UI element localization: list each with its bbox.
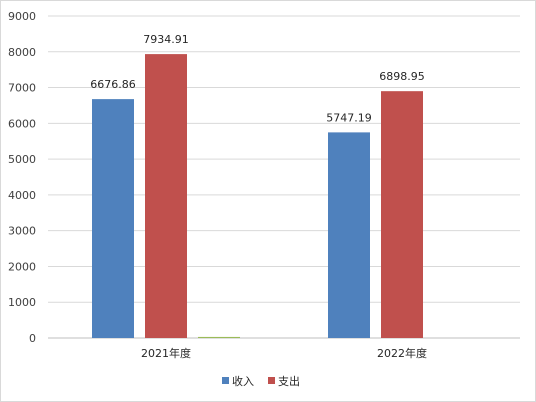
legend-swatch <box>222 377 229 384</box>
x-axis: 2021年度 2022年度 <box>141 346 427 360</box>
y-tick-label: 2000 <box>8 260 36 273</box>
data-label: 7934.91 <box>143 33 189 46</box>
bars <box>92 54 423 338</box>
y-tick-label: 7000 <box>8 82 36 95</box>
y-tick-label: 6000 <box>8 117 36 130</box>
y-tick-label: 4000 <box>8 189 36 202</box>
bar <box>198 336 240 338</box>
bar <box>92 99 134 338</box>
bar <box>145 54 187 338</box>
bar <box>328 132 370 338</box>
legend-label: 支出 <box>278 374 300 388</box>
y-tick-label: 3000 <box>8 225 36 238</box>
x-tick-label: 2022年度 <box>377 346 427 360</box>
legend-label: 收入 <box>232 374 254 388</box>
data-labels: 6676.86 7934.91 5747.19 6898.95 <box>90 33 425 124</box>
data-label: 6676.86 <box>90 78 136 91</box>
y-tick-label: 5000 <box>8 153 36 166</box>
y-tick-label: 1000 <box>8 296 36 309</box>
bar <box>381 91 423 338</box>
y-tick-label: 0 <box>29 332 36 345</box>
y-tick-label: 9000 <box>8 10 36 23</box>
legend: 收入 支出 <box>222 374 300 388</box>
legend-swatch <box>268 377 275 384</box>
data-label: 6898.95 <box>379 70 425 83</box>
data-label: 5747.19 <box>326 111 372 124</box>
x-tick-label: 2021年度 <box>141 346 191 360</box>
y-axis: 0 1000 2000 3000 4000 5000 6000 7000 8000 9000 <box>8 10 36 345</box>
y-tick-label: 8000 <box>8 46 36 59</box>
